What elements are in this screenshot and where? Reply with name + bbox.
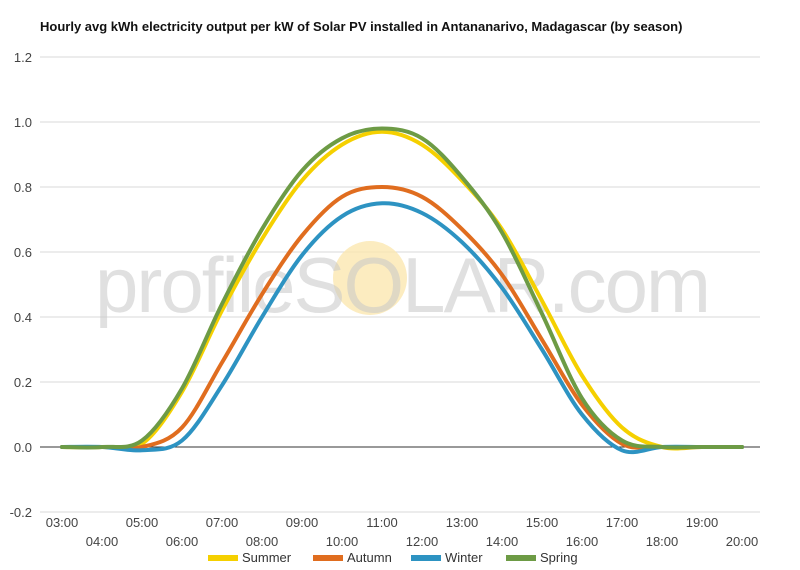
x-tick-label: 20:00 (726, 534, 759, 549)
legend-label-summer: Summer (242, 550, 292, 565)
watermark-sun (333, 241, 407, 315)
series-line-autumn (60, 185, 744, 451)
y-tick-label: -0.2 (10, 505, 32, 520)
x-tick-label: 14:00 (486, 534, 519, 549)
x-tick-label: 13:00 (446, 515, 479, 530)
y-tick-label: 0.0 (14, 440, 32, 455)
y-tick-label: 0.8 (14, 180, 32, 195)
legend-swatch-spring (506, 555, 536, 561)
x-tick-label: 06:00 (166, 534, 199, 549)
series-line-winter (60, 201, 744, 455)
watermark: profileSOLAR.com (95, 241, 711, 329)
x-tick-label: 07:00 (206, 515, 239, 530)
y-tick-label: 0.6 (14, 245, 32, 260)
x-axis-ticks: 03:00 04:00 05:00 06:00 07:00 08:00 09:00 10:00… (46, 515, 759, 549)
legend-swatch-autumn (313, 555, 343, 561)
y-tick-label: 0.4 (14, 310, 32, 325)
x-tick-label: 17:00 (606, 515, 639, 530)
legend-label-winter: Winter (445, 550, 483, 565)
x-tick-label: 10:00 (326, 534, 359, 549)
x-tick-label: 08:00 (246, 534, 279, 549)
x-tick-label: 04:00 (86, 534, 119, 549)
x-tick-label: 03:00 (46, 515, 79, 530)
legend-label-autumn: Autumn (347, 550, 392, 565)
y-tick-label: 0.2 (14, 375, 32, 390)
legend: Summer Autumn Winter Spring (208, 550, 578, 565)
series-lines (60, 126, 744, 455)
legend-label-spring: Spring (540, 550, 578, 565)
y-tick-label: 1.0 (14, 115, 32, 130)
watermark-text: profileSOLAR.com (95, 241, 709, 329)
x-tick-label: 18:00 (646, 534, 679, 549)
legend-swatch-summer (208, 555, 238, 561)
x-tick-label: 12:00 (406, 534, 439, 549)
x-tick-label: 15:00 (526, 515, 559, 530)
x-tick-label: 05:00 (126, 515, 159, 530)
chart-title: Hourly avg kWh electricity output per kW… (40, 19, 683, 34)
y-axis-ticks: 1.2 1.0 0.8 0.6 0.4 0.2 0.0 -0.2 (10, 50, 32, 520)
series-line-spring (60, 126, 744, 450)
y-tick-label: 1.2 (14, 50, 32, 65)
x-tick-label: 11:00 (366, 515, 398, 530)
x-tick-label: 19:00 (686, 515, 719, 530)
x-tick-label: 16:00 (566, 534, 599, 549)
legend-swatch-winter (411, 555, 441, 561)
x-tick-label: 09:00 (286, 515, 319, 530)
